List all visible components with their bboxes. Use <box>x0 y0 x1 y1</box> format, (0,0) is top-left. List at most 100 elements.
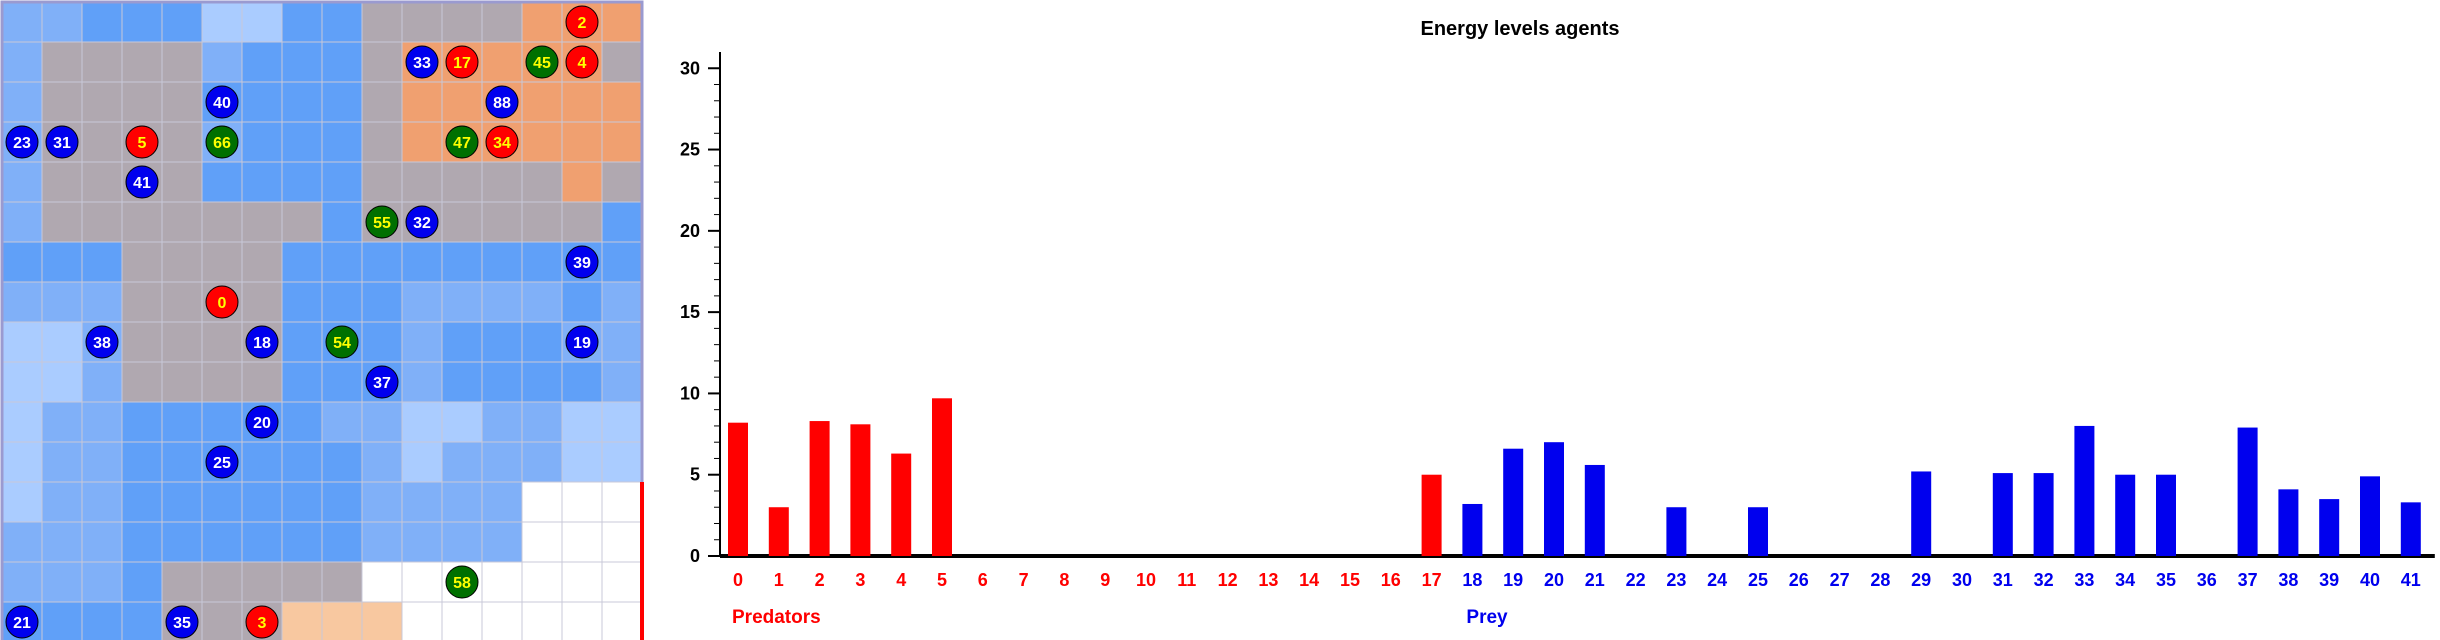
grid-cell[interactable] <box>201 241 243 283</box>
agent-45[interactable]: 45 <box>525 45 559 79</box>
agent-circle[interactable] <box>485 125 519 159</box>
agent-31[interactable]: 31 <box>45 125 79 159</box>
agent-66[interactable]: 66 <box>205 125 239 159</box>
agent-circle[interactable] <box>125 125 159 159</box>
agent-circle[interactable] <box>445 565 479 599</box>
agent-3[interactable]: 3 <box>245 605 279 639</box>
grid-cell[interactable] <box>321 161 363 203</box>
grid-cell[interactable] <box>321 521 363 563</box>
grid-cell[interactable] <box>201 361 243 403</box>
grid-cell[interactable] <box>601 401 643 443</box>
agent-circle[interactable] <box>365 205 399 239</box>
agent-circle[interactable] <box>125 165 159 199</box>
agent-34[interactable]: 34 <box>485 125 519 159</box>
grid-cell[interactable] <box>281 561 323 603</box>
grid-cell[interactable] <box>601 81 643 123</box>
agent-5[interactable]: 5 <box>125 125 159 159</box>
agent-0[interactable]: 0 <box>205 285 239 319</box>
grid-cell[interactable] <box>441 241 483 283</box>
grid-cell[interactable] <box>241 201 283 243</box>
grid-cell[interactable] <box>41 521 83 563</box>
grid-cell[interactable] <box>41 161 83 203</box>
grid-cell[interactable] <box>281 81 323 123</box>
grid-cell[interactable] <box>81 481 123 523</box>
grid-cell[interactable] <box>241 41 283 83</box>
grid-cell[interactable] <box>361 481 403 523</box>
grid-cell[interactable] <box>121 481 163 523</box>
grid-cell[interactable] <box>281 601 323 640</box>
grid-cell[interactable] <box>281 281 323 323</box>
grid-cell[interactable] <box>241 241 283 283</box>
grid-cell[interactable] <box>481 361 523 403</box>
grid-cell[interactable] <box>601 481 643 523</box>
agent-38[interactable]: 38 <box>85 325 119 359</box>
grid-cell[interactable] <box>401 161 443 203</box>
grid-cell[interactable] <box>1 561 43 603</box>
agent-40[interactable]: 40 <box>205 85 239 119</box>
agent-circle[interactable] <box>565 245 599 279</box>
grid-cell[interactable] <box>81 441 123 483</box>
grid-cell[interactable] <box>201 561 243 603</box>
grid-cell[interactable] <box>481 441 523 483</box>
agent-circle[interactable] <box>485 85 519 119</box>
grid-cell[interactable] <box>161 121 203 163</box>
grid-cell[interactable] <box>161 361 203 403</box>
agent-37[interactable]: 37 <box>365 365 399 399</box>
grid-cell[interactable] <box>401 601 443 640</box>
agent-2[interactable]: 2 <box>565 5 599 39</box>
agent-circle[interactable] <box>445 45 479 79</box>
grid-cell[interactable] <box>361 321 403 363</box>
grid-cell[interactable] <box>1 401 43 443</box>
grid-cell[interactable] <box>521 481 563 523</box>
grid-cell[interactable] <box>401 121 443 163</box>
grid-cell[interactable] <box>81 41 123 83</box>
grid-cell[interactable] <box>41 241 83 283</box>
agent-55[interactable]: 55 <box>365 205 399 239</box>
grid-cell[interactable] <box>601 121 643 163</box>
grid-cell[interactable] <box>241 481 283 523</box>
grid-cell[interactable] <box>481 561 523 603</box>
grid-cell[interactable] <box>201 521 243 563</box>
agent-41[interactable]: 41 <box>125 165 159 199</box>
grid-cell[interactable] <box>121 281 163 323</box>
grid-cell[interactable] <box>601 201 643 243</box>
grid-cell[interactable] <box>441 441 483 483</box>
grid-cell[interactable] <box>1 321 43 363</box>
grid-cell[interactable] <box>81 161 123 203</box>
grid-cell[interactable] <box>481 161 523 203</box>
grid-cell[interactable] <box>121 321 163 363</box>
grid-cell[interactable] <box>521 161 563 203</box>
grid-cell[interactable] <box>81 281 123 323</box>
grid-cell[interactable] <box>521 521 563 563</box>
grid-cell[interactable] <box>361 161 403 203</box>
agent-35[interactable]: 35 <box>165 605 199 639</box>
grid-cell[interactable] <box>1 481 43 523</box>
grid-cell[interactable] <box>321 201 363 243</box>
grid-cell[interactable] <box>81 241 123 283</box>
agent-17[interactable]: 17 <box>445 45 479 79</box>
agent-25[interactable]: 25 <box>205 445 239 479</box>
grid-cell[interactable] <box>121 41 163 83</box>
grid-cell[interactable] <box>121 601 163 640</box>
agent-circle[interactable] <box>245 605 279 639</box>
grid-cell[interactable] <box>601 241 643 283</box>
grid-cell[interactable] <box>561 281 603 323</box>
agent-circle[interactable] <box>205 125 239 159</box>
grid-cell[interactable] <box>41 561 83 603</box>
grid-cell[interactable] <box>81 601 123 640</box>
agent-circle[interactable] <box>245 325 279 359</box>
grid-cell[interactable] <box>161 81 203 123</box>
grid-cell[interactable] <box>201 161 243 203</box>
agent-circle[interactable] <box>405 205 439 239</box>
grid-cell[interactable] <box>281 241 323 283</box>
grid-cell[interactable] <box>401 561 443 603</box>
grid-cell[interactable] <box>281 121 323 163</box>
grid-cell[interactable] <box>521 81 563 123</box>
grid-cell[interactable] <box>161 481 203 523</box>
grid-cell[interactable] <box>361 81 403 123</box>
agent-21[interactable]: 21 <box>5 605 39 639</box>
grid-cell[interactable] <box>201 601 243 640</box>
grid-cell[interactable] <box>481 41 523 83</box>
agent-circle[interactable] <box>165 605 199 639</box>
agent-circle[interactable] <box>5 605 39 639</box>
